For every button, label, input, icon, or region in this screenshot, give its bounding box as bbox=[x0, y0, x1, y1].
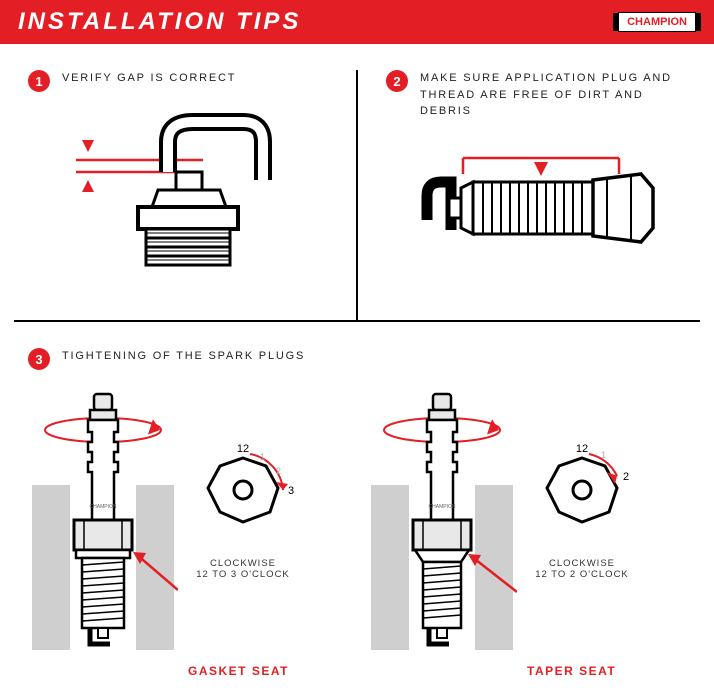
thread-diagram bbox=[386, 140, 686, 280]
step-1-number: 1 bbox=[28, 70, 50, 92]
svg-text:3: 3 bbox=[288, 485, 294, 497]
gasket-plug-svg: CHAMPION bbox=[28, 390, 178, 650]
svg-text:CHAMPION: CHAMPION bbox=[90, 504, 117, 510]
step-2-text: MAKE SURE APPLICATION PLUG AND THREAD AR… bbox=[420, 70, 686, 120]
plug-comparison-row: CHAMPION bbox=[28, 390, 686, 650]
step-3-number: 3 bbox=[28, 348, 50, 370]
svg-text:CHAMPION: CHAMPION bbox=[429, 504, 456, 510]
step-3-text: TIGHTENING OF THE SPARK PLUGS bbox=[62, 348, 305, 365]
taper-plug-svg: CHAMPION bbox=[367, 390, 517, 650]
gasket-clock-block: 12 1 2 3 CLOCKWISE 12 TO 3 O'CLOCK bbox=[188, 440, 298, 580]
gasket-seat-label: GASKET SEAT bbox=[188, 664, 289, 678]
svg-text:2: 2 bbox=[276, 466, 281, 476]
panel-step-1: 1 VERIFY GAP IS CORRECT bbox=[0, 70, 358, 320]
step-2-header: 2 MAKE SURE APPLICATION PLUG AND THREAD … bbox=[386, 70, 686, 120]
taper-clock-block: 12 1 2 CLOCKWISE 12 TO 2 O'CLOCK bbox=[527, 440, 637, 580]
clock-gasket-caption: CLOCKWISE 12 TO 3 O'CLOCK bbox=[188, 558, 298, 580]
gasket-seat-column: CHAMPION bbox=[28, 390, 347, 650]
step-3-header: 3 TIGHTENING OF THE SPARK PLUGS bbox=[28, 348, 686, 370]
step-1-text: VERIFY GAP IS CORRECT bbox=[62, 70, 236, 87]
svg-text:12: 12 bbox=[576, 443, 588, 455]
svg-text:1: 1 bbox=[260, 452, 265, 462]
step-1-header: 1 VERIFY GAP IS CORRECT bbox=[28, 70, 328, 92]
taper-seat-label: TAPER SEAT bbox=[527, 664, 616, 678]
taper-seat-column: CHAMPION bbox=[367, 390, 686, 650]
page-title: INSTALLATION TIPS bbox=[18, 8, 301, 36]
svg-text:1: 1 bbox=[601, 450, 606, 460]
header-bar: INSTALLATION TIPS CHAMPION bbox=[0, 0, 714, 44]
clock-gasket-svg: 12 1 2 3 bbox=[188, 440, 298, 550]
clock-taper-caption: CLOCKWISE 12 TO 2 O'CLOCK bbox=[527, 558, 637, 580]
svg-text:2: 2 bbox=[623, 471, 629, 483]
top-row: 1 VERIFY GAP IS CORRECT bbox=[0, 70, 714, 320]
step-2-number: 2 bbox=[386, 70, 408, 92]
panel-step-3: 3 TIGHTENING OF THE SPARK PLUGS CHAMPION bbox=[0, 322, 714, 650]
clock-taper-svg: 12 1 2 bbox=[527, 440, 637, 550]
brand-logo: CHAMPION bbox=[618, 12, 696, 32]
panel-step-2: 2 MAKE SURE APPLICATION PLUG AND THREAD … bbox=[358, 70, 714, 320]
gap-diagram bbox=[28, 112, 328, 282]
clock-12-label: 12 bbox=[237, 443, 249, 455]
